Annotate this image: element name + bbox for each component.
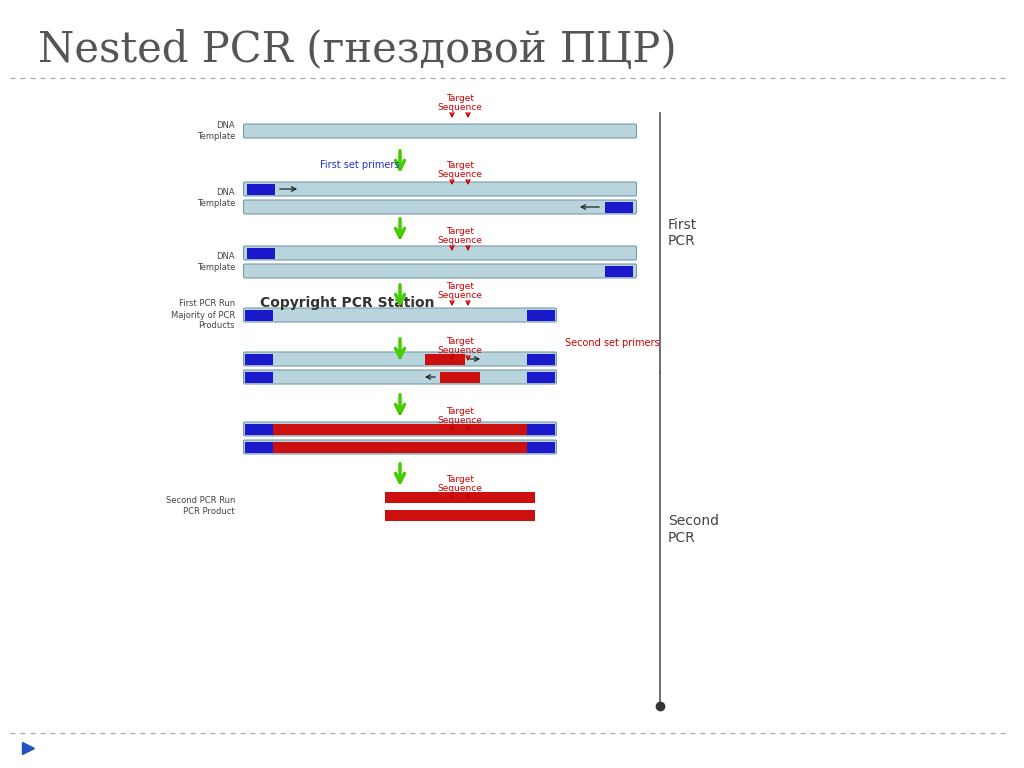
Text: Target: Target	[446, 161, 474, 170]
Text: Copyright PCR Station: Copyright PCR Station	[260, 296, 434, 310]
FancyBboxPatch shape	[244, 422, 556, 436]
Bar	[527, 423, 555, 435]
Text: Sequence: Sequence	[437, 346, 482, 355]
FancyBboxPatch shape	[244, 200, 637, 214]
Bar	[527, 442, 555, 452]
Text: Sequence: Sequence	[437, 484, 482, 493]
Bar	[247, 184, 275, 194]
Text: Sequence: Sequence	[437, 103, 482, 112]
Text: DNA: DNA	[216, 252, 234, 261]
Text: Target: Target	[446, 475, 474, 484]
Text: DNA: DNA	[216, 188, 234, 197]
Text: Majority of PCR: Majority of PCR	[171, 310, 234, 319]
Bar	[273, 423, 527, 435]
Bar	[425, 353, 465, 365]
Text: Sequence: Sequence	[437, 236, 482, 245]
Text: Products: Products	[199, 322, 234, 330]
Bar	[605, 266, 633, 276]
Text: Target: Target	[446, 227, 474, 236]
Text: Second PCR Run: Second PCR Run	[166, 496, 234, 505]
Text: Target: Target	[446, 94, 474, 103]
FancyBboxPatch shape	[244, 370, 556, 384]
Bar	[245, 372, 273, 382]
Text: DNA: DNA	[216, 121, 234, 130]
Bar	[385, 509, 535, 521]
FancyBboxPatch shape	[244, 352, 556, 366]
Bar	[385, 492, 535, 502]
Bar	[245, 353, 273, 365]
Bar	[273, 442, 527, 452]
Text: First
PCR: First PCR	[668, 218, 697, 248]
Text: Target: Target	[446, 282, 474, 291]
Bar	[247, 247, 275, 259]
FancyBboxPatch shape	[244, 182, 637, 196]
Bar	[245, 442, 273, 452]
Text: Sequence: Sequence	[437, 416, 482, 425]
FancyBboxPatch shape	[244, 246, 637, 260]
Bar	[605, 201, 633, 213]
FancyBboxPatch shape	[244, 264, 637, 278]
Text: First PCR Run: First PCR Run	[179, 300, 234, 309]
Text: First set primers: First set primers	[321, 160, 399, 170]
Text: Sequence: Sequence	[437, 291, 482, 300]
Bar	[245, 310, 273, 320]
Bar	[527, 353, 555, 365]
Text: Second
PCR: Second PCR	[668, 515, 719, 545]
Bar	[245, 423, 273, 435]
Text: Template: Template	[197, 263, 234, 272]
Text: PCR Product: PCR Product	[183, 507, 234, 516]
Text: Template: Template	[197, 199, 234, 208]
Text: Nested PCR (гнездовой ПЦР): Nested PCR (гнездовой ПЦР)	[38, 29, 677, 71]
FancyBboxPatch shape	[244, 308, 556, 322]
Bar	[527, 310, 555, 320]
Text: Template: Template	[197, 132, 234, 141]
Text: Sequence: Sequence	[437, 170, 482, 179]
Bar	[440, 372, 480, 382]
FancyBboxPatch shape	[244, 124, 637, 138]
Text: Target: Target	[446, 407, 474, 416]
FancyBboxPatch shape	[244, 440, 556, 454]
Text: Second set primers: Second set primers	[565, 338, 659, 348]
Bar	[527, 372, 555, 382]
Text: Target: Target	[446, 337, 474, 346]
